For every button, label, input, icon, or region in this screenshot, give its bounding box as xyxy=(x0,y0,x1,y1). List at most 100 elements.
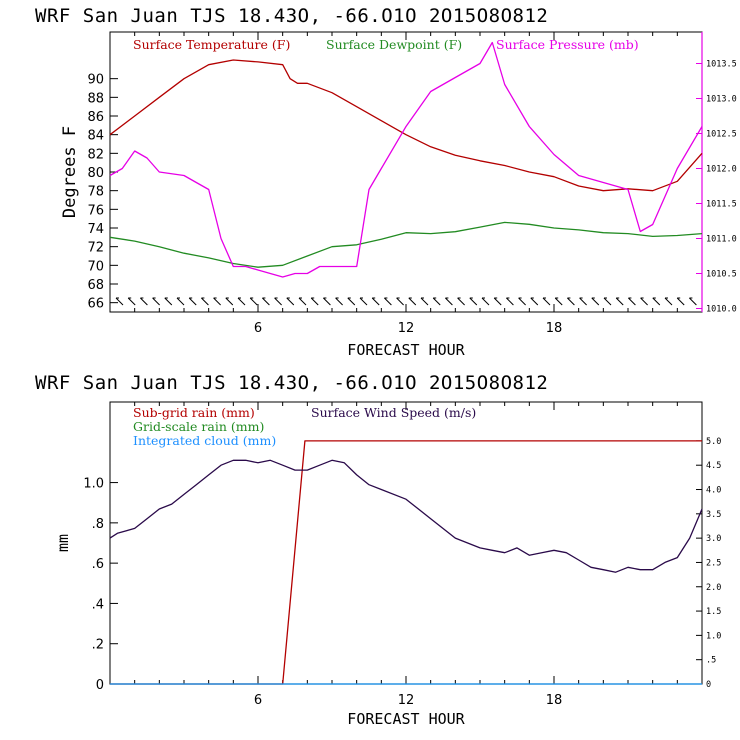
chart-bottom-series xyxy=(109,440,703,685)
chart-bottom-xlabel: FORECAST HOUR xyxy=(347,710,465,728)
y2-tick-label: 3.0 xyxy=(706,534,721,544)
wind-barb xyxy=(457,297,465,306)
chart-top-ylabel: Degrees F xyxy=(60,126,80,218)
wind-barb xyxy=(640,297,648,306)
y-tick-label: 72 xyxy=(87,241,104,256)
y2-tick-label: 4.5 xyxy=(706,461,721,471)
legend-surface-pressure: Surface Pressure (mb) xyxy=(496,37,639,52)
legend-surface-temperature: Surface Temperature (F) xyxy=(133,37,290,52)
series-line-surface-pressure-mb xyxy=(109,41,703,278)
y2-tick-label: 1.5 xyxy=(706,607,721,617)
y2-tick-label: 1012.0 xyxy=(706,165,737,175)
series-line-surface-dewpoint-f xyxy=(109,221,703,268)
wind-barb xyxy=(628,297,636,306)
wind-barb xyxy=(176,297,185,306)
y-tick-label: 70 xyxy=(87,259,104,274)
wind-barb xyxy=(249,297,258,306)
wind-barb xyxy=(127,297,136,306)
wind-barb xyxy=(347,297,356,306)
chart-bottom: WRF San Juan TJS 18.43O, -66.O1O 2O15O8O… xyxy=(35,372,721,728)
wind-barb xyxy=(213,297,221,306)
series-line-surface-temperature-f xyxy=(109,59,703,192)
legend-integrated-cloud: Integrated cloud (mm) xyxy=(133,433,276,448)
y-tick-label: 74 xyxy=(87,222,104,237)
y2-tick-label: 1013.5 xyxy=(706,60,737,70)
wind-barb xyxy=(286,297,295,306)
wind-barb xyxy=(225,297,234,306)
chart-bottom-legend: Sub-grid rain (mm) Grid-scale rain (mm) … xyxy=(133,405,476,448)
chart-top-xlabel: FORECAST HOUR xyxy=(347,341,465,359)
wind-barb xyxy=(201,297,209,306)
wind-barb xyxy=(554,297,563,306)
y-tick-label: .2 xyxy=(92,638,104,653)
wind-barb xyxy=(408,297,417,306)
y2-tick-label: 1010.0 xyxy=(706,305,737,315)
wind-barb xyxy=(188,297,197,306)
wind-barb xyxy=(493,297,502,306)
y-tick-label: .6 xyxy=(92,557,104,572)
y2-tick-label: 1012.5 xyxy=(706,130,737,140)
y-tick-label: 0 xyxy=(96,678,104,693)
y2-tick-label: 1010.5 xyxy=(706,270,737,280)
wind-barb xyxy=(530,297,539,306)
wind-barb xyxy=(164,297,173,306)
wind-barb xyxy=(506,297,514,306)
y2-tick-label: 2.0 xyxy=(706,583,721,593)
chart-top-wind-barbs xyxy=(115,297,697,306)
wind-barb xyxy=(298,297,307,306)
y-tick-label: 68 xyxy=(87,278,104,293)
wind-barb xyxy=(359,297,368,306)
chart-top-series xyxy=(109,41,703,278)
y-tick-label: .8 xyxy=(92,517,104,532)
x-tick-label: 6 xyxy=(254,321,262,336)
wind-barb xyxy=(664,297,673,306)
y-tick-label: 86 xyxy=(87,110,104,125)
y-tick-label: 78 xyxy=(87,185,104,200)
wind-barb xyxy=(542,297,551,306)
y2-tick-label: 0 xyxy=(706,680,711,690)
wind-barb xyxy=(579,297,587,306)
wind-barb xyxy=(615,297,624,306)
legend-subgrid-rain: Sub-grid rain (mm) xyxy=(133,405,255,420)
chart-top-title: WRF San Juan TJS 18.43O, -66.O1O 2O15O8O… xyxy=(35,5,548,27)
wind-barb xyxy=(676,297,685,306)
y-tick-label: 1.0 xyxy=(83,477,104,492)
series-line-sub-grid-rain-mm xyxy=(110,440,702,685)
y-tick-label: .4 xyxy=(92,597,104,612)
chart-top: WRF San Juan TJS 18.43O, -66.O1O 2O15O8O… xyxy=(35,5,737,359)
wind-barb xyxy=(262,297,270,306)
wind-barb xyxy=(237,297,246,306)
wind-barb xyxy=(603,297,612,306)
wind-barb xyxy=(518,297,526,306)
wind-barb xyxy=(384,297,392,306)
wind-barb xyxy=(591,297,600,306)
x-tick-label: 6 xyxy=(254,693,262,708)
wind-barb xyxy=(689,297,697,306)
wind-barb xyxy=(652,297,661,306)
y2-tick-label: 1011.0 xyxy=(706,235,737,245)
wind-barb xyxy=(140,297,148,306)
x-tick-label: 18 xyxy=(546,321,563,336)
wind-barb xyxy=(396,297,404,306)
y2-tick-label: .5 xyxy=(706,656,716,666)
chart-bottom-title: WRF San Juan TJS 18.43O, -66.O1O 2O15O8O… xyxy=(35,372,548,394)
y-tick-label: 82 xyxy=(87,147,104,162)
wind-barb xyxy=(420,297,429,306)
y2-tick-label: 1013.0 xyxy=(706,95,737,105)
wind-barb xyxy=(115,297,124,306)
chart-bottom-ticks: 6 12 18 0 .2 .4 .6 .8 1.0 0 .5 1.0 1.5 2.0 2.5 3.0 3.5 4.… xyxy=(83,402,721,708)
y-tick-label: 66 xyxy=(87,297,104,312)
wind-barb xyxy=(152,297,160,306)
wind-barb xyxy=(371,297,380,306)
wind-barb xyxy=(323,297,331,306)
chart-top-ticks: 6 12 18 66 68 70 72 74 76 78 80 82 84 86 88 90 1010.0 101… xyxy=(87,32,737,336)
wind-barb xyxy=(567,297,575,306)
legend-surface-wind-speed: Surface Wind Speed (m/s) xyxy=(311,405,476,420)
chart-top-frame xyxy=(109,31,703,313)
y-tick-label: 90 xyxy=(87,73,104,88)
y2-tick-label: 1011.5 xyxy=(706,200,737,210)
x-tick-label: 18 xyxy=(546,693,563,708)
wind-barb xyxy=(335,297,343,306)
series-line-surface-wind-speed-m-s xyxy=(109,459,703,573)
